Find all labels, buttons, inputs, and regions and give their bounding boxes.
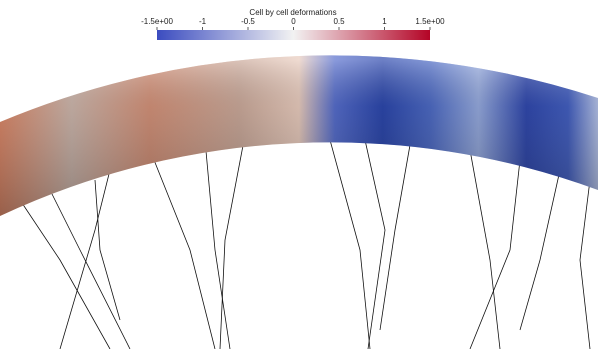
colorbar-tick-label: -1.5e+00 <box>141 17 173 26</box>
colorbar-tick-label: 0 <box>291 17 296 26</box>
colorbar-tick-label: -1 <box>199 17 207 26</box>
colorbar-tick-label: 0.5 <box>333 17 345 26</box>
tissue-shading <box>0 55 598 216</box>
colorbar-tick-label: 1.5e+00 <box>415 17 445 26</box>
colorbar-tick-label: 1 <box>382 17 387 26</box>
colorbar-tick-label: -0.5 <box>241 17 255 26</box>
colorbar-title: Cell by cell deformations <box>249 8 336 17</box>
colorbar-gradient <box>157 30 430 40</box>
visualization: Cell by cell deformations -1.5e+00 -1 -0.5… <box>0 0 598 349</box>
